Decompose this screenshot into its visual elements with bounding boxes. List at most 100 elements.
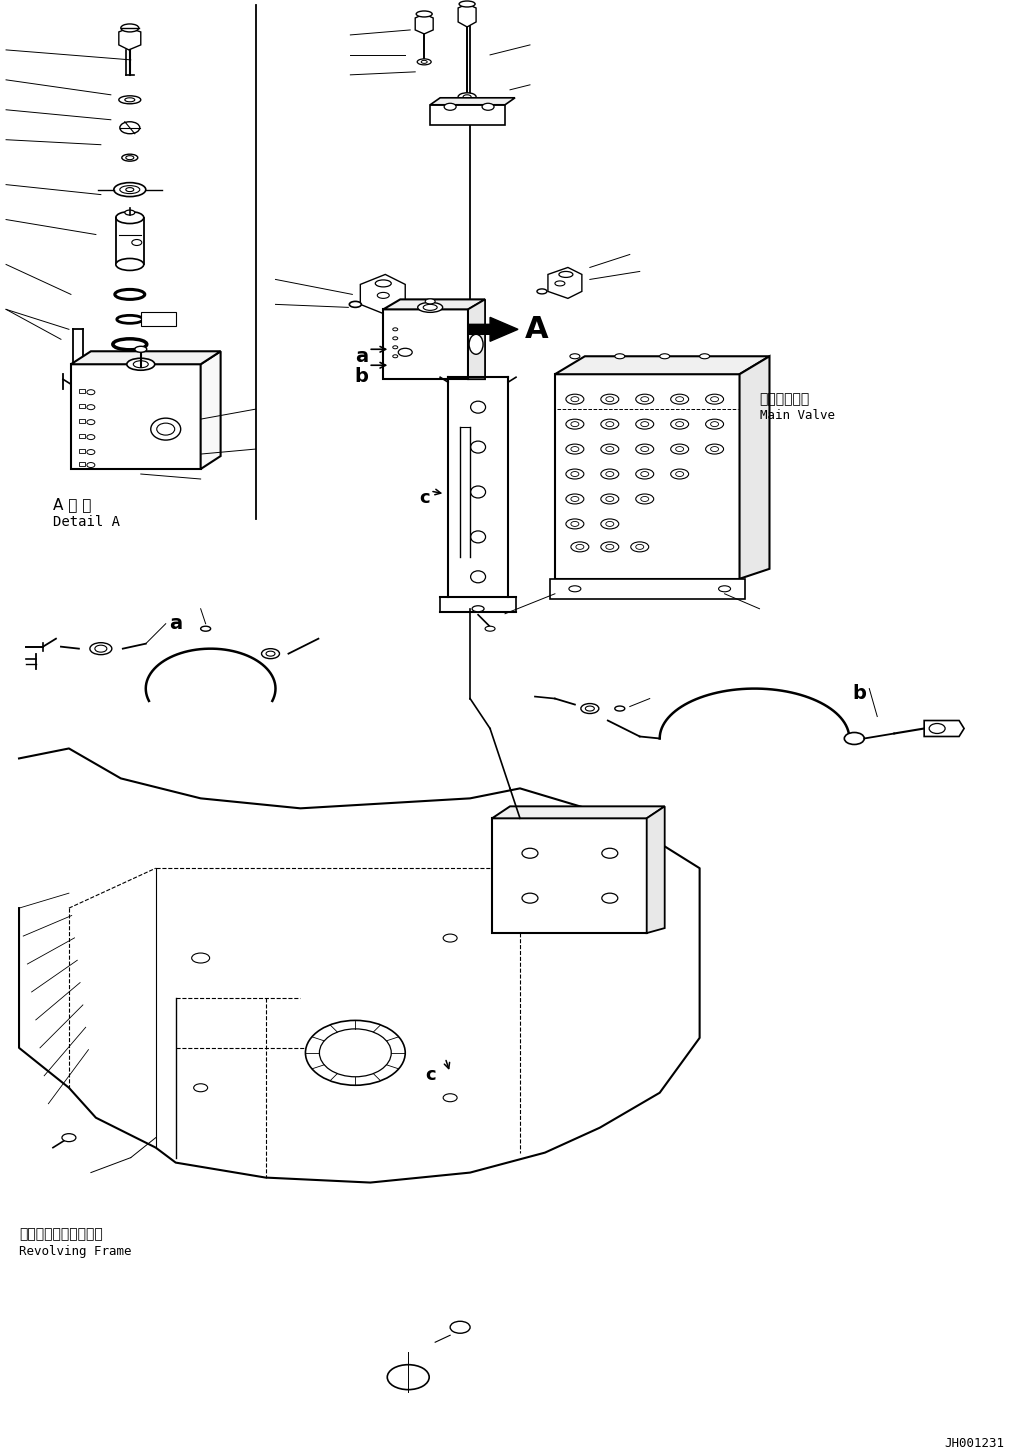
Polygon shape [201,352,220,469]
Ellipse shape [706,445,723,455]
Polygon shape [459,4,476,28]
Text: A: A [525,315,549,344]
Ellipse shape [472,606,484,612]
Ellipse shape [711,397,718,401]
Ellipse shape [417,60,432,65]
Ellipse shape [635,494,654,504]
Ellipse shape [581,703,599,713]
Bar [79,462,85,466]
Polygon shape [492,806,664,818]
Bar [79,389,85,394]
Ellipse shape [605,472,614,477]
Ellipse shape [571,421,579,427]
Ellipse shape [635,445,654,455]
Ellipse shape [571,397,579,401]
Ellipse shape [95,645,107,652]
Ellipse shape [571,472,579,477]
Text: b: b [853,683,866,703]
Ellipse shape [134,360,148,368]
Ellipse shape [392,337,397,340]
Ellipse shape [387,1364,430,1389]
Ellipse shape [121,23,139,32]
Ellipse shape [635,418,654,429]
Ellipse shape [635,469,654,479]
Ellipse shape [522,849,538,859]
Ellipse shape [601,542,619,552]
Ellipse shape [555,280,565,286]
Ellipse shape [459,93,476,100]
Ellipse shape [566,519,584,529]
Bar [383,309,468,379]
Ellipse shape [131,240,142,246]
Ellipse shape [416,12,433,17]
Ellipse shape [418,302,443,312]
Ellipse shape [201,626,211,631]
Ellipse shape [571,522,579,526]
Ellipse shape [156,423,175,434]
Ellipse shape [127,359,155,371]
Ellipse shape [126,187,134,192]
Bar [141,312,176,327]
Ellipse shape [566,418,584,429]
Text: Revolving Frame: Revolving Frame [19,1245,131,1258]
Ellipse shape [671,469,688,479]
Ellipse shape [566,394,584,404]
Ellipse shape [671,418,688,429]
Ellipse shape [471,571,485,583]
Ellipse shape [559,272,573,278]
Ellipse shape [641,472,649,477]
Ellipse shape [605,446,614,452]
Bar [79,449,85,453]
Polygon shape [550,578,744,599]
Ellipse shape [570,353,580,359]
Ellipse shape [605,421,614,427]
Ellipse shape [605,522,614,526]
Polygon shape [415,15,434,33]
Polygon shape [431,105,505,125]
Ellipse shape [114,183,146,196]
Ellipse shape [845,732,864,744]
Ellipse shape [676,472,684,477]
Ellipse shape [350,301,361,308]
Ellipse shape [676,446,684,452]
Ellipse shape [194,1084,208,1091]
Ellipse shape [87,405,95,410]
Ellipse shape [266,651,275,657]
Ellipse shape [537,289,546,294]
Ellipse shape [641,421,649,427]
Bar [79,404,85,408]
Ellipse shape [450,1321,470,1334]
Ellipse shape [586,706,594,711]
Ellipse shape [566,469,584,479]
Ellipse shape [87,462,95,468]
Ellipse shape [376,280,391,286]
Ellipse shape [116,212,144,224]
Ellipse shape [706,394,723,404]
Ellipse shape [469,334,483,355]
Ellipse shape [641,397,649,401]
Polygon shape [468,317,518,341]
Ellipse shape [87,449,95,455]
Text: c: c [425,1067,436,1084]
Ellipse shape [471,401,485,413]
Text: メインバルブ: メインバルブ [760,392,809,407]
Ellipse shape [125,211,135,215]
Polygon shape [548,267,582,298]
Ellipse shape [463,94,471,99]
Ellipse shape [711,446,718,452]
Ellipse shape [425,299,435,304]
Ellipse shape [601,894,618,904]
Ellipse shape [392,328,397,331]
Ellipse shape [676,397,684,401]
Ellipse shape [605,545,614,549]
Text: JH001231: JH001231 [944,1437,1004,1450]
Ellipse shape [659,353,670,359]
Polygon shape [924,721,964,737]
Polygon shape [360,275,406,314]
Bar [71,365,201,469]
Ellipse shape [392,346,397,349]
Ellipse shape [718,586,731,591]
Ellipse shape [471,442,485,453]
Ellipse shape [635,394,654,404]
Ellipse shape [392,355,397,357]
